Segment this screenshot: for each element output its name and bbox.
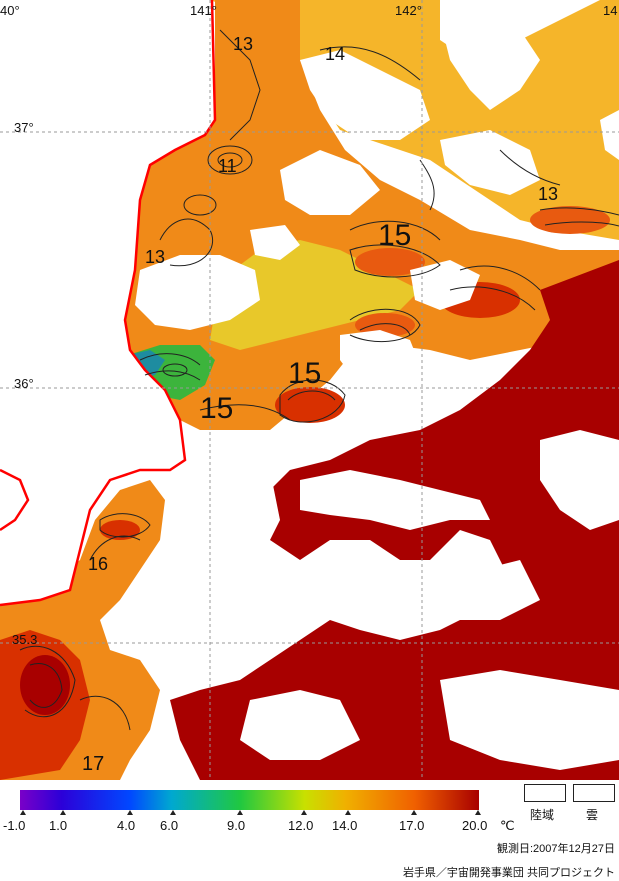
- cloud-area: [600, 110, 619, 160]
- land-legend-label: 陸域: [530, 808, 555, 822]
- sst-warm-patch: [100, 520, 140, 540]
- sst-warm-patch: [530, 206, 610, 234]
- contour-label: 15: [378, 219, 411, 252]
- contour-label: 13: [145, 247, 165, 267]
- graticule: [0, 0, 619, 780]
- colorbar-tick-label: 12.0: [288, 818, 314, 833]
- cloud-legend-swatch: [573, 784, 615, 802]
- colorbar: [20, 790, 479, 810]
- cloud-area: [200, 450, 280, 570]
- colorbar-tick-label: 20.0: [462, 818, 488, 833]
- contour-label: 13: [233, 34, 253, 54]
- cloud-area: [440, 130, 540, 195]
- cloud-legend-label: 雲: [586, 808, 599, 822]
- colorbar-ticks: [20, 810, 481, 816]
- colorbar-tick-label: 6.0: [160, 818, 179, 833]
- cloud-area: [340, 330, 420, 380]
- land-legend-swatch: [524, 784, 566, 802]
- colorbar-tick-label: 9.0: [227, 818, 246, 833]
- cloud-area: [135, 255, 260, 330]
- contour-label: 17: [82, 753, 104, 775]
- cloud-area: [250, 225, 300, 260]
- colorbar-tick-label: -1.0: [3, 818, 26, 833]
- land-area: [0, 0, 215, 605]
- contour-label: 16: [88, 554, 108, 574]
- colorbar-unit: ℃: [500, 818, 515, 833]
- credit-line: 岩手県／宇宙開発事業団 共同プロジェクト: [402, 867, 615, 879]
- cloud-area: [300, 470, 490, 530]
- cloud-area: [440, 670, 619, 770]
- cloud-area: [280, 560, 540, 625]
- lon-label: 14: [603, 3, 617, 18]
- sst-warm-patch: [355, 248, 425, 276]
- contour-lines: [19, 29, 619, 731]
- lat-label: 35.3: [12, 632, 37, 647]
- contour-label: 11: [218, 156, 237, 176]
- contour-label: 15: [200, 392, 233, 425]
- cloud-area: [540, 430, 619, 530]
- cloud-area: [240, 690, 360, 760]
- lon-label: 141°: [190, 3, 217, 18]
- contour-label: 13: [538, 184, 558, 204]
- coastline-bay: [0, 468, 30, 532]
- sst-warm-patch: [355, 313, 415, 337]
- observation-date: 観測日:2007年12月27日: [497, 843, 615, 855]
- cloud-area: [300, 50, 430, 140]
- contour-label: 15: [288, 357, 321, 390]
- colorbar-tick-label: 1.0: [49, 818, 68, 833]
- coastline: [0, 0, 217, 607]
- lat-label: 37°: [14, 120, 34, 135]
- colorbar-tick-label: 4.0: [117, 818, 136, 833]
- contour-label: 14: [325, 44, 345, 64]
- sst-warm-patch: [275, 387, 345, 423]
- cloud-area: [200, 580, 260, 640]
- cloud-area: [280, 150, 380, 215]
- sea-surface-temperature-map: 40° 141° 142° 14 37° 36° 35.3 13 14 11 1…: [0, 0, 619, 780]
- cloud-area: [410, 260, 480, 310]
- lon-label: 142°: [395, 3, 422, 18]
- lat-label: 36°: [14, 376, 34, 391]
- cloud-area: [440, 10, 540, 110]
- colorbar-tick-label: 14.0: [332, 818, 358, 833]
- lon-label: 40°: [0, 3, 20, 18]
- colorbar-tick-label: 17.0: [399, 818, 425, 833]
